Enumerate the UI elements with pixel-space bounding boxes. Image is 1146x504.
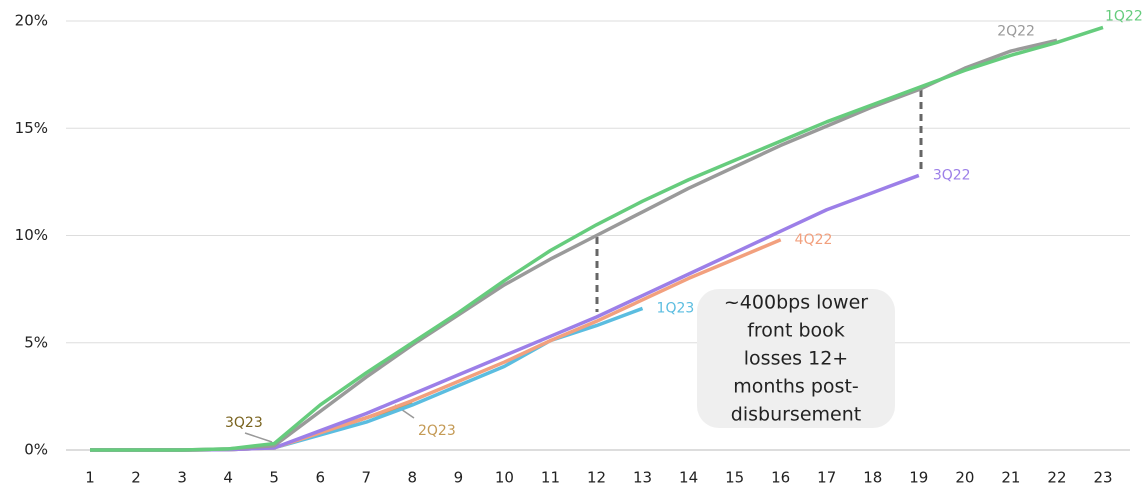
- x-tick-label: 7: [361, 469, 371, 487]
- series-label: 2Q22: [997, 23, 1035, 39]
- annotation-box: [697, 289, 895, 428]
- x-tick-label: 4: [223, 469, 233, 487]
- x-tick-label: 11: [541, 469, 560, 487]
- x-tick-label: 5: [269, 469, 279, 487]
- x-tick-label: 15: [725, 469, 744, 487]
- x-tick-label: 8: [408, 469, 418, 487]
- series-label: 3Q23: [225, 415, 263, 431]
- x-tick-label: 12: [587, 469, 606, 487]
- x-tick-label: 9: [454, 469, 464, 487]
- annotation-text: ~400bps lower: [724, 292, 868, 314]
- y-tick-label: 10%: [15, 226, 48, 244]
- x-tick-label: 22: [1047, 469, 1066, 487]
- y-tick-label: 5%: [24, 333, 48, 351]
- annotation-text: losses 12+: [744, 348, 848, 370]
- series-label: 3Q22: [933, 167, 971, 183]
- y-tick-label: 20%: [15, 12, 48, 30]
- x-tick-label: 19: [909, 469, 928, 487]
- annotation-text: front book: [747, 320, 845, 342]
- x-tick-label: 1: [85, 469, 95, 487]
- y-tick-label: 0%: [24, 441, 48, 459]
- annotation-text: months post-: [733, 376, 859, 398]
- y-tick-label: 15%: [15, 119, 48, 137]
- x-tick-label: 13: [633, 469, 652, 487]
- x-tick-label: 17: [817, 469, 836, 487]
- x-tick-label: 23: [1093, 469, 1112, 487]
- series-label: 1Q22: [1105, 8, 1143, 24]
- x-tick-label: 2: [131, 469, 141, 487]
- series-label: 2Q23: [418, 423, 456, 439]
- x-tick-label: 20: [955, 469, 974, 487]
- x-tick-label: 14: [679, 469, 698, 487]
- series-line: [90, 238, 782, 452]
- series-line: [90, 25, 1104, 452]
- x-tick-label: 18: [863, 469, 882, 487]
- series-label: 1Q23: [657, 300, 695, 316]
- x-tick-label: 3: [177, 469, 187, 487]
- x-tick-label: 21: [1001, 469, 1020, 487]
- series-line: [90, 38, 1058, 452]
- x-tick-label: 6: [315, 469, 325, 487]
- x-tick-label: 16: [771, 469, 790, 487]
- series-label: 4Q22: [795, 232, 833, 248]
- leader-line: [244, 432, 273, 443]
- annotation-text: disbursement: [731, 404, 861, 426]
- x-tick-label: 10: [495, 469, 514, 487]
